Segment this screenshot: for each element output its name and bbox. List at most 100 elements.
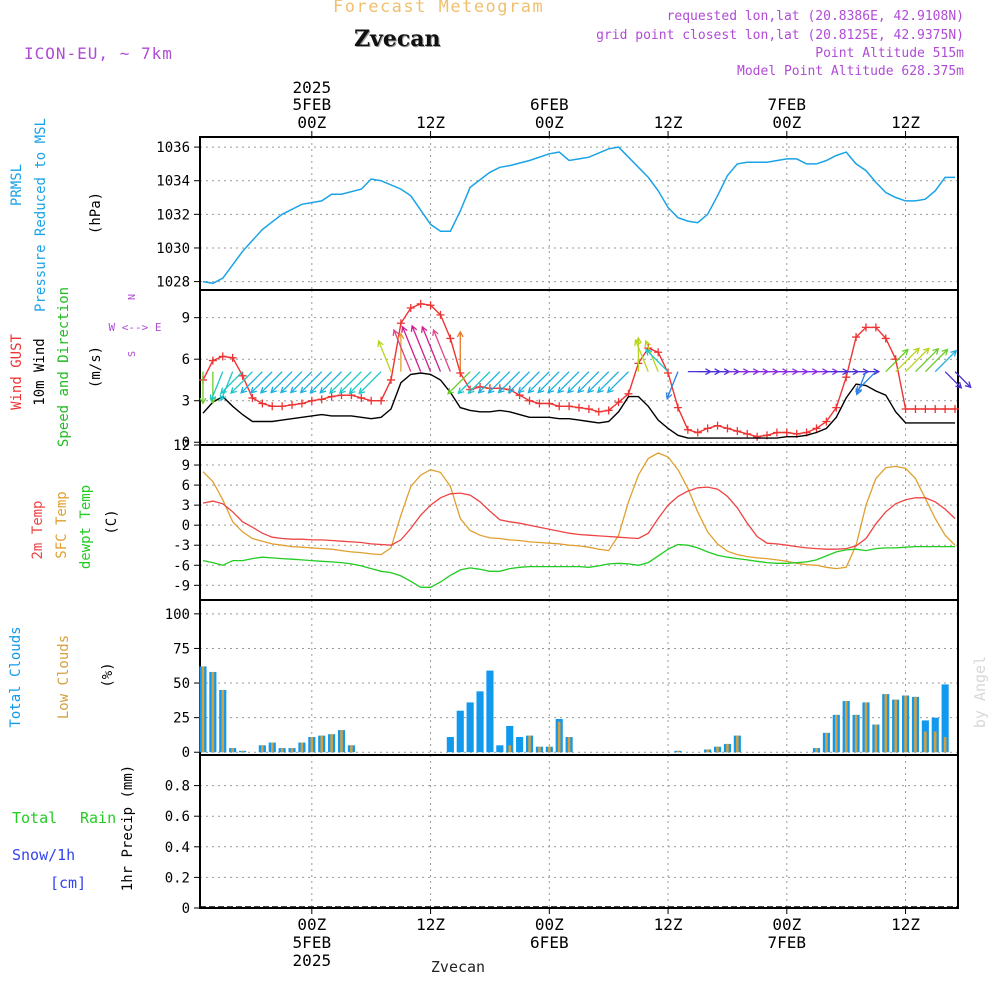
gust-marker	[901, 405, 910, 414]
label-total: Total	[12, 809, 57, 827]
dewpoint-line	[202, 543, 955, 588]
low-cloud-bar	[300, 742, 304, 753]
gust-marker	[238, 371, 247, 380]
wind-arrow	[905, 347, 930, 373]
low-cloud-bar	[924, 731, 927, 753]
wind-speed-line	[202, 372, 955, 439]
gust-marker	[377, 396, 386, 405]
gust-marker	[743, 429, 752, 438]
y-tick-label: -6	[173, 558, 190, 574]
wind-arrow	[885, 349, 909, 373]
y-tick-label: 0	[182, 518, 190, 534]
wind-arrow-head	[477, 386, 485, 394]
low-cloud-bar	[726, 743, 729, 753]
wind-arrow-head	[487, 386, 495, 394]
y-tick-label: 0.8	[165, 779, 190, 795]
wind-arrow-head	[517, 386, 525, 394]
gust-marker	[832, 403, 841, 412]
sfc-temp-line	[202, 452, 956, 570]
top-axis-hour: 00Z	[772, 113, 801, 132]
gust-marker	[268, 402, 277, 411]
total-cloud-bar	[466, 702, 474, 753]
total-cloud-bar	[486, 670, 494, 753]
low-cloud-bar	[221, 689, 225, 753]
wind-arrow	[300, 371, 323, 394]
gust-marker	[288, 400, 297, 409]
wind-arrow	[457, 371, 481, 394]
gust-marker	[258, 399, 267, 408]
y-tick-label: 25	[173, 711, 190, 727]
gust-marker	[228, 353, 237, 362]
wind-arrow	[230, 371, 253, 394]
panel-frame	[199, 754, 959, 909]
wind-arrow-head	[964, 381, 972, 389]
wind-arrow	[914, 348, 939, 373]
wind-arrow	[432, 329, 451, 372]
wind-arrow	[587, 371, 610, 393]
low-cloud-bar	[815, 748, 818, 753]
wind-arrow	[577, 371, 600, 393]
gust-marker	[693, 428, 702, 437]
wind-arrow	[280, 371, 303, 394]
total-cloud-bar	[941, 684, 949, 753]
wind-arrow	[498, 371, 521, 394]
gust-marker	[852, 333, 861, 342]
low-cloud-bar	[676, 750, 680, 753]
wind-arrow-head	[392, 328, 400, 337]
wind-arrow	[478, 371, 501, 394]
wind-arrow	[508, 371, 530, 394]
wind-arrow-head	[922, 347, 930, 355]
gust-marker	[584, 405, 593, 414]
wind-arrow	[378, 340, 392, 372]
wind-arrow	[240, 371, 263, 394]
wind-arrow-head	[567, 386, 574, 394]
wind-arrow	[421, 326, 442, 372]
y-tick-label: 100	[165, 607, 190, 623]
bottom-axis-year: 2025	[293, 951, 332, 970]
wind-arrow	[411, 325, 432, 372]
total-cloud-bar	[446, 737, 454, 753]
gust-marker	[772, 428, 781, 437]
wind-arrow-head	[537, 386, 545, 394]
y-tick-label: 3	[182, 498, 190, 514]
wind-arrow-head	[645, 348, 653, 356]
gust-marker	[535, 399, 544, 408]
top-axis-year: 2025	[293, 78, 332, 97]
low-cloud-bar	[320, 735, 323, 753]
low-cloud-bar	[884, 694, 888, 753]
gust-marker	[614, 398, 623, 407]
bottom-axis-hour: 00Z	[535, 915, 564, 934]
label-10m-wind: 10m Wind	[32, 338, 48, 405]
gust-marker	[317, 395, 326, 404]
low-cloud-bar	[864, 702, 868, 753]
wind-arrow	[339, 371, 362, 394]
gust-marker	[208, 356, 217, 365]
low-cloud-bar	[201, 666, 205, 753]
gust-marker	[941, 405, 950, 414]
wind-arrow-head	[348, 387, 356, 395]
label-hpa: (hPa)	[88, 192, 104, 234]
y-tick-label: 1032	[156, 207, 190, 223]
total-cloud-bar	[476, 691, 484, 753]
wind-arrow-head	[319, 386, 327, 394]
gust-marker	[565, 402, 574, 411]
wind-arrow-head	[219, 394, 227, 402]
bottom-axis-hour: 12Z	[416, 915, 445, 934]
total-cloud-bar	[506, 725, 514, 753]
compass-west-east: W <--> E	[109, 321, 162, 334]
total-cloud-bar	[516, 737, 524, 753]
wind-arrow-head	[377, 339, 384, 348]
gust-marker	[416, 299, 425, 308]
gust-marker	[723, 424, 732, 433]
label-snow: Snow/1h	[12, 846, 75, 864]
low-cloud-bar	[825, 732, 828, 753]
gust-marker	[931, 405, 940, 414]
wind-arrow-head	[547, 386, 555, 394]
gust-marker	[921, 405, 930, 414]
gust-marker	[604, 406, 613, 415]
y-tick-label: 0.6	[165, 809, 190, 825]
wind-arrow	[349, 371, 372, 394]
low-cloud-bar	[894, 699, 897, 753]
gust-marker	[782, 428, 791, 437]
wind-arrow-head	[497, 386, 505, 394]
